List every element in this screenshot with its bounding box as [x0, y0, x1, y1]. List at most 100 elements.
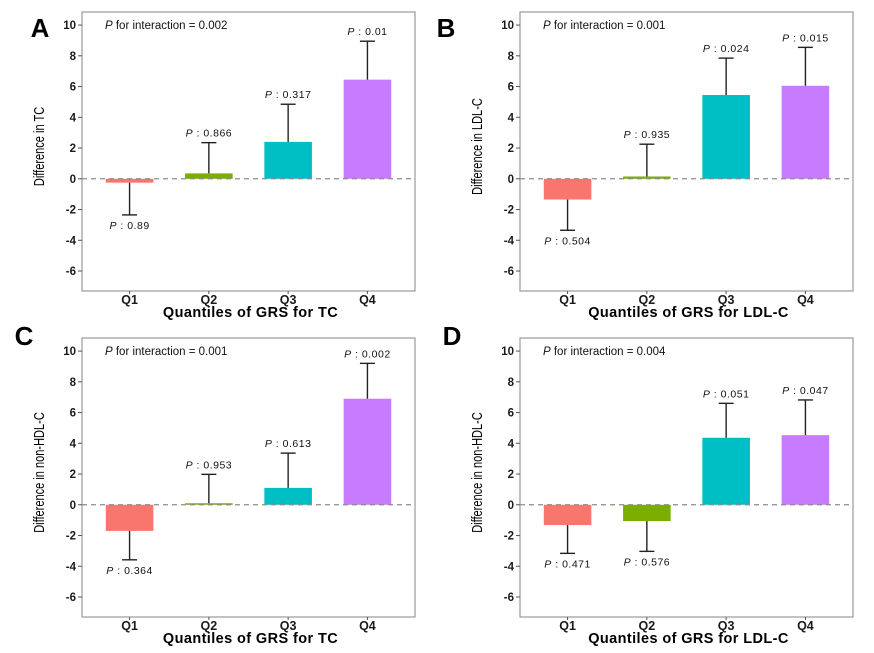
p-value-label: P : 0.866 — [186, 128, 233, 140]
p-value: : 0.051 — [710, 388, 749, 400]
y-axis-title: Difference in LDL-C — [468, 98, 485, 195]
p-symbol: P — [782, 385, 790, 397]
y-tick-label: 6 — [70, 408, 76, 420]
p-value: : 0.364 — [114, 565, 153, 577]
x-tick-label: Q3 — [280, 293, 297, 307]
p-value: : 0.002 — [352, 348, 391, 360]
x-axis-title: Quantiles of GRS for LDL-C — [588, 631, 789, 647]
bar-q2 — [185, 503, 233, 505]
interaction-annotation: P for interaction = 0.004 — [543, 346, 666, 358]
p-value: : 0.471 — [552, 558, 591, 570]
bar-q3 — [702, 437, 750, 505]
y-tick-label: 4 — [508, 112, 515, 124]
y-tick-label: -2 — [504, 531, 514, 543]
x-axis-title: Quantiles of GRS for LDL-C — [588, 305, 789, 321]
interaction-annotation: P for interaction = 0.001 — [543, 20, 665, 32]
y-axis-title: Difference in TC — [30, 107, 47, 186]
y-tick-label: 6 — [70, 82, 76, 94]
bar-q3 — [264, 487, 312, 505]
p-symbol: P — [106, 565, 114, 577]
p-symbol: P — [543, 346, 551, 358]
p-value: : 0.953 — [193, 459, 232, 471]
panel-letter: C — [15, 321, 34, 351]
y-tick-label: -4 — [504, 561, 515, 573]
p-symbol: P — [543, 20, 551, 32]
bar-q2 — [185, 173, 233, 179]
interaction-annotation: P for interaction = 0.001 — [105, 346, 227, 358]
p-value-label: P : 0.047 — [782, 385, 829, 397]
p-symbol: P — [105, 346, 113, 358]
y-tick-label: 0 — [508, 500, 514, 512]
p-symbol: P — [624, 556, 632, 568]
x-tick-label: Q4 — [359, 293, 376, 307]
y-tick-label: 2 — [70, 143, 76, 155]
bar-q4 — [343, 398, 392, 505]
y-tick-label: -4 — [66, 235, 77, 247]
p-value-label: P : 0.504 — [544, 235, 591, 247]
y-tick-label: 6 — [508, 408, 514, 420]
x-tick-label: Q2 — [639, 619, 656, 633]
x-axis-title: Quantiles of GRS for TC — [163, 305, 338, 321]
y-tick-label: 4 — [70, 438, 77, 450]
p-symbol: P — [544, 235, 552, 247]
bar-q4 — [781, 435, 830, 505]
p-value: : 0.504 — [552, 235, 591, 247]
panel-d: D -6 -4 -2 0 2 4 6 8 10 Difference in non-HDL-C P :… — [443, 321, 854, 647]
y-axis-title: Difference in non-HDL-C — [30, 412, 47, 533]
x-axis-title: Quantiles of GRS for TC — [163, 631, 338, 647]
p-value-label: P : 0.89 — [109, 220, 149, 232]
x-tick-label: Q1 — [559, 293, 576, 307]
p-value-label: P : 0.576 — [624, 556, 671, 568]
p-value-label: P : 0.051 — [703, 388, 750, 400]
x-tick-label: Q2 — [201, 619, 218, 633]
bar-q4 — [781, 85, 830, 179]
y-tick-label: 2 — [70, 469, 76, 481]
p-value: : 0.015 — [790, 32, 829, 44]
bar-q1 — [105, 504, 154, 531]
x-tick-label: Q2 — [201, 293, 218, 307]
y-tick-label: -6 — [66, 592, 76, 604]
y-tick-label: 6 — [508, 82, 514, 94]
p-symbol: P — [186, 128, 194, 140]
bar-q1 — [105, 178, 154, 183]
p-value: : 0.024 — [710, 43, 749, 55]
panel-letter: D — [443, 321, 462, 351]
p-value: : 0.935 — [631, 129, 670, 141]
bar-q4 — [343, 79, 392, 179]
y-tick-label: 2 — [508, 469, 514, 481]
p-symbol: P — [105, 20, 113, 32]
y-tick-label: 10 — [63, 346, 76, 358]
p-value: : 0.576 — [631, 556, 670, 568]
x-tick-label: Q1 — [121, 293, 138, 307]
p-value-label: P : 0.01 — [347, 26, 387, 38]
y-tick-label: -2 — [504, 205, 514, 217]
y-tick-label: -6 — [504, 592, 514, 604]
p-value-label: P : 0.002 — [344, 348, 391, 360]
y-tick-label: -4 — [504, 235, 515, 247]
x-tick-label: Q3 — [718, 619, 735, 633]
bar-q2 — [623, 176, 671, 179]
bar-q1 — [543, 504, 592, 526]
bar-q3 — [264, 141, 312, 179]
y-tick-label: 8 — [508, 377, 515, 389]
bar-q1 — [543, 178, 592, 200]
interaction-text: for interaction = 0.001 — [113, 346, 228, 358]
y-tick-label: -4 — [66, 561, 77, 573]
y-tick-label: 4 — [508, 438, 515, 450]
panel-c: C -6 -4 -2 0 2 4 6 8 10 Difference in non-HDL-C P :… — [15, 321, 416, 647]
p-symbol: P — [703, 43, 711, 55]
p-symbol: P — [344, 348, 352, 360]
y-tick-label: 10 — [501, 20, 514, 32]
y-tick-label: 8 — [70, 377, 77, 389]
interaction-text: for interaction = 0.004 — [551, 346, 666, 358]
p-value-label: P : 0.613 — [265, 438, 312, 450]
panel-letter: A — [31, 13, 50, 43]
y-tick-label: -6 — [504, 266, 514, 278]
p-value: : 0.866 — [193, 128, 232, 140]
y-tick-label: 2 — [508, 143, 514, 155]
y-tick-label: 8 — [70, 51, 77, 63]
p-symbol: P — [265, 438, 273, 450]
x-tick-label: Q4 — [797, 293, 814, 307]
